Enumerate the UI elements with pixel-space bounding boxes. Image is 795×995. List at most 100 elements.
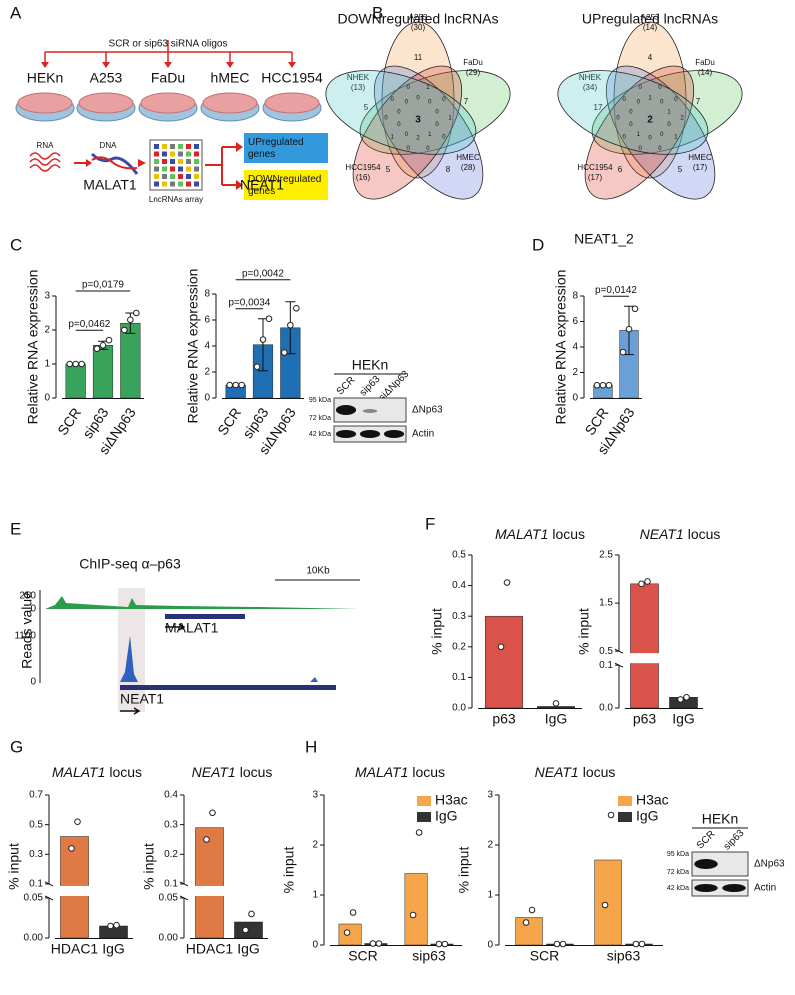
venn-set-name: NHEK [347,73,370,82]
bar [338,923,362,946]
cell-label: HCC1954 [261,70,323,86]
data-point [248,910,255,918]
venn-set-count: (13) [351,83,366,92]
panel-letter: H [305,737,317,756]
data-point [78,360,85,368]
y-tick-label: 4 [204,341,210,352]
blot-band [694,859,718,869]
x-tick-label: SCR [348,948,378,964]
venn-count: 1 [637,132,641,138]
p-value: p=0,0034 [228,297,270,308]
y-axis-label: % input [6,843,22,890]
blot-band [362,409,378,413]
venn-count: 5 [678,165,683,174]
array-spot [194,181,199,187]
p-value: p=0,0462 [68,319,110,330]
venn-count: 0 [648,136,652,142]
venn-set-count: (28) [461,163,476,172]
chip-ylabel: Reads value [19,591,35,669]
y-axis-label: Relative RNA expression [25,270,41,425]
venn-set-name: A253 [409,13,428,22]
venn-count: 1 [426,85,430,91]
bar [99,925,128,939]
venn-count: 2 [647,115,653,126]
venn-set-count: (14) [698,68,713,77]
data-point [133,309,140,317]
y-tick-label: 1 [487,890,493,901]
data-point [553,940,561,948]
chart-title: NEAT1 locus [535,764,616,780]
venn-set [584,65,695,200]
track-zero: 0 [30,677,36,688]
y-tick-label: 0.1 [29,879,43,890]
venn-count: 0 [637,99,641,105]
bar-break [194,885,225,896]
array-spot [170,144,175,149]
kda: 95 kDa [667,851,689,858]
array-spot [154,144,159,149]
y-tick-label: 0.3 [29,849,43,860]
arrowhead [86,159,92,167]
y-tick-label: 2 [487,840,493,851]
venn-set-name: FaDu [695,58,715,67]
blot-band [335,430,357,438]
arrowhead [236,180,243,190]
y-tick-label: 3 [312,790,318,801]
data-point [105,336,113,344]
venn-count: 1 [428,132,432,138]
legend-swatch [618,796,632,806]
venn-count: 5 [386,165,391,174]
y-tick-label: 2 [204,367,210,378]
venn-set [359,70,511,155]
connector [205,146,236,186]
y-tick-label: 0.5 [29,819,43,830]
data-point [607,811,615,819]
scale-label: 10Kb [306,566,330,577]
bar-break [629,653,660,664]
protein: Actin [754,883,776,894]
title-gene: NEAT1 [192,764,236,780]
box-label-part: genes [248,186,275,197]
panel-letter: D [532,235,544,254]
title-gene: MALAT1 [495,526,548,542]
array-spot [194,166,199,172]
gene-bar [165,614,245,619]
data-point [113,921,120,929]
protein: ΔNp63 [412,405,443,416]
p-value: p=0,0179 [82,280,124,291]
array-spot [170,166,175,172]
dna-label: DNA [100,141,118,150]
array-spot [162,181,167,187]
array-spot [162,159,167,164]
kda: 72 kDa [667,869,689,876]
data-point [625,325,633,333]
data-point [415,829,423,836]
y-tick-label: 0.00 [159,933,179,944]
protein: Actin [412,429,434,440]
data-point [121,326,128,334]
x-tick-label: IgG [237,941,260,957]
bar [120,322,141,399]
data-point [72,360,79,368]
y-tick-label: 0.0 [452,703,466,714]
data-point [503,579,511,586]
venn-count: 0 [442,134,446,140]
chart-title: NEAT1 [240,177,284,193]
y-tick-label: 4 [572,342,578,353]
data-point [599,381,607,389]
venn-count: 0 [405,99,409,105]
array-spot [154,159,159,164]
dish-top [202,92,258,114]
data-point [559,940,567,948]
array-spot [194,144,199,149]
venn-count: 0 [658,146,662,152]
bar-break [59,885,90,896]
x-tick-label: p63 [492,711,516,727]
venn-count: 4 [648,53,653,62]
data-point [253,363,261,371]
array-spot [186,166,191,172]
cell-label: FaDu [151,70,185,86]
y-tick-label: 0.05 [24,893,44,904]
data-point [375,940,383,947]
array-spot [178,174,183,179]
